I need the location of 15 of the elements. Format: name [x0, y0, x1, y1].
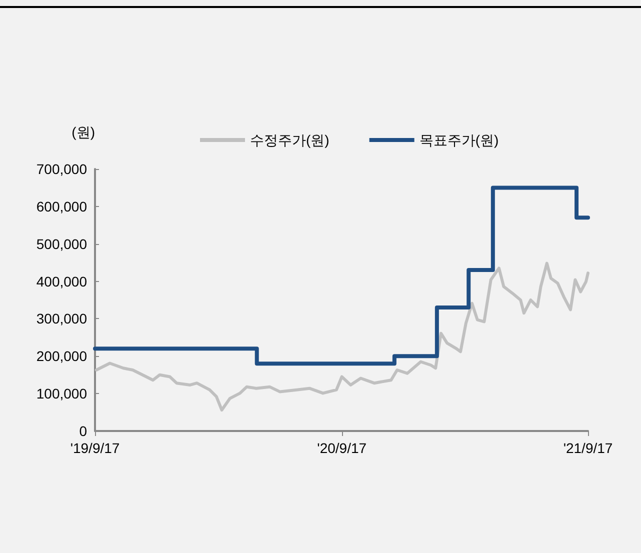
y-tick-label: 700,000	[36, 161, 88, 177]
legend-label: 목표주가(원)	[419, 132, 499, 148]
y-tick-label: 100,000	[36, 386, 88, 402]
y-tick-label: 200,000	[36, 348, 88, 364]
y-tick-label: 500,000	[36, 236, 88, 252]
x-tick-label: '19/9/17	[70, 440, 120, 456]
legend-label: 수정주가(원)	[250, 132, 330, 148]
y-tick-label: 400,000	[36, 273, 88, 290]
y-tick-label: 600,000	[36, 198, 88, 214]
line-series	[94, 262, 590, 412]
y-tick-label: 0	[79, 423, 88, 439]
y-axis-title: (원)	[72, 124, 95, 140]
y-tick-label: 300,000	[36, 310, 88, 327]
x-tick-label: '21/9/17	[563, 440, 613, 456]
x-tick-label: '20/9/17	[317, 440, 367, 456]
